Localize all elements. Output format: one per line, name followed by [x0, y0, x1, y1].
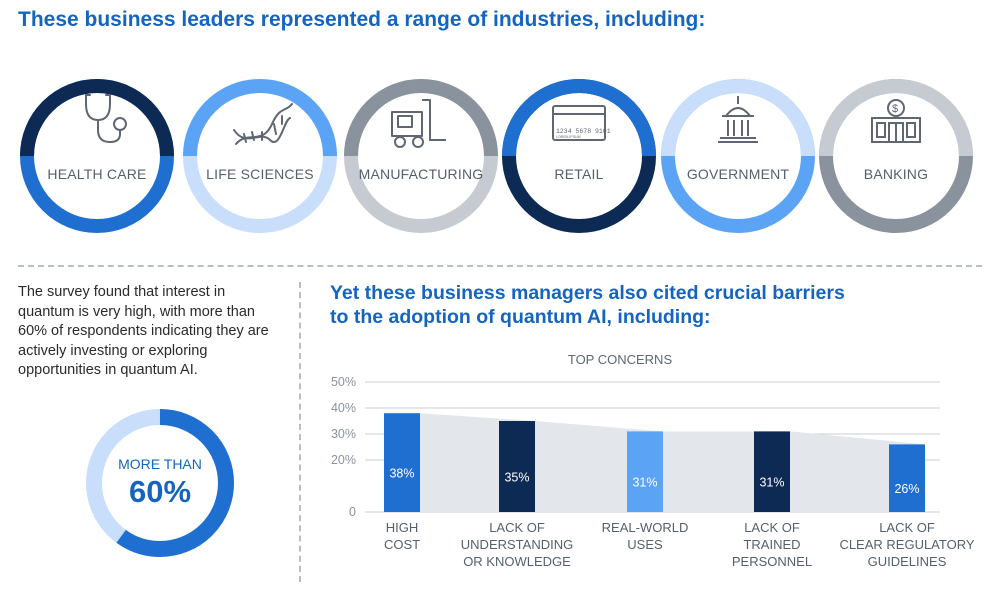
column-divider [299, 282, 301, 582]
chart-category-labels: HIGH COST LACK OF UNDERSTANDING OR KNOWLEDGE… [384, 520, 975, 569]
category-label: GUIDELINES [868, 554, 947, 569]
y-tick-label: 30% [331, 427, 356, 441]
y-tick-label: 50% [331, 375, 356, 389]
industry-rings: 1234 5678 9101 LOREM IPSUM $ [20, 79, 973, 233]
card-number: 1234 5678 9101 [556, 128, 611, 135]
donut-value: 60% [128, 474, 192, 509]
category-label: LACK OF [879, 520, 935, 535]
ring-government [661, 79, 815, 233]
ring-banking [819, 79, 973, 233]
section-divider [18, 265, 982, 267]
bar-value-label: 31% [632, 476, 657, 490]
bank-icon: $ [871, 99, 921, 143]
stethoscope-icon [85, 94, 127, 144]
bar [889, 444, 925, 512]
top-concerns-chart: TOP CONCERNS 0 20% 30% 40% 50% 38% 35% 31% 31% 2… [331, 352, 975, 569]
bar [627, 431, 663, 512]
donut-caption: MORE THAN [118, 456, 202, 472]
ring-manufacturing [344, 79, 498, 233]
chart-title: TOP CONCERNS [568, 352, 673, 367]
bar-value-label: 35% [504, 471, 529, 485]
category-label: TRAINED [743, 537, 800, 552]
category-label: PERSONNEL [732, 554, 812, 569]
y-tick-label: 40% [331, 401, 356, 415]
category-label: COST [384, 537, 420, 552]
donut-arc [86, 409, 234, 557]
capitol-building-icon [718, 96, 758, 143]
credit-card-icon: 1234 5678 9101 LOREM IPSUM [552, 105, 611, 141]
donut-chart [86, 409, 234, 557]
survey-text: The survey found that interest in quantu… [18, 284, 269, 378]
bar [384, 413, 420, 512]
industry-label-life-sciences: LIFE SCIENCES [206, 166, 314, 182]
ring-health-care [20, 79, 174, 233]
card-small-text: LOREM IPSUM [556, 135, 581, 139]
dna-icon [233, 103, 293, 145]
category-label: CLEAR REGULATORY [839, 537, 974, 552]
barriers-heading-line-1: Yet these business managers also cited c… [330, 282, 845, 304]
ring-retail [502, 79, 656, 233]
y-tick-label: 0 [349, 505, 356, 519]
category-label: LACK OF [489, 520, 545, 535]
bar [499, 421, 535, 512]
bar-value-label: 38% [389, 467, 414, 481]
chart-trend-area [420, 413, 925, 512]
category-label: LACK OF [744, 520, 800, 535]
chart-bars: 38% 35% 31% 31% 26% [384, 413, 925, 512]
industry-label-health-care: HEALTH CARE [47, 166, 147, 182]
svg-text:$: $ [892, 103, 898, 115]
industry-label-government: GOVERNMENT [686, 166, 790, 182]
industry-label-retail: RETAIL [554, 166, 604, 182]
bar [754, 431, 790, 512]
bar-value-label: 26% [894, 482, 919, 496]
category-label: UNDERSTANDING [461, 537, 573, 552]
industries-row: 1234 5678 9101 LOREM IPSUM $ HEALTH CARE [0, 60, 1000, 240]
barriers-heading-line-2: to the adoption of quantum AI, including… [330, 306, 711, 328]
bar-value-label: 31% [759, 476, 784, 490]
category-label: REAL-WORLD [602, 520, 689, 535]
page-title: These business leaders represented a ran… [18, 8, 706, 31]
category-label: USES [627, 537, 663, 552]
barriers-heading: Yet these business managers also cited c… [330, 281, 845, 329]
trend-area [420, 413, 925, 512]
forklift-icon [391, 99, 446, 148]
industry-label-manufacturing: MANUFACTURING [358, 166, 484, 182]
category-label: OR KNOWLEDGE [463, 554, 571, 569]
industry-label-banking: BANKING [863, 166, 929, 182]
category-label: HIGH [386, 520, 419, 535]
ring-life-sciences [183, 79, 337, 233]
y-tick-label: 20% [331, 453, 356, 467]
